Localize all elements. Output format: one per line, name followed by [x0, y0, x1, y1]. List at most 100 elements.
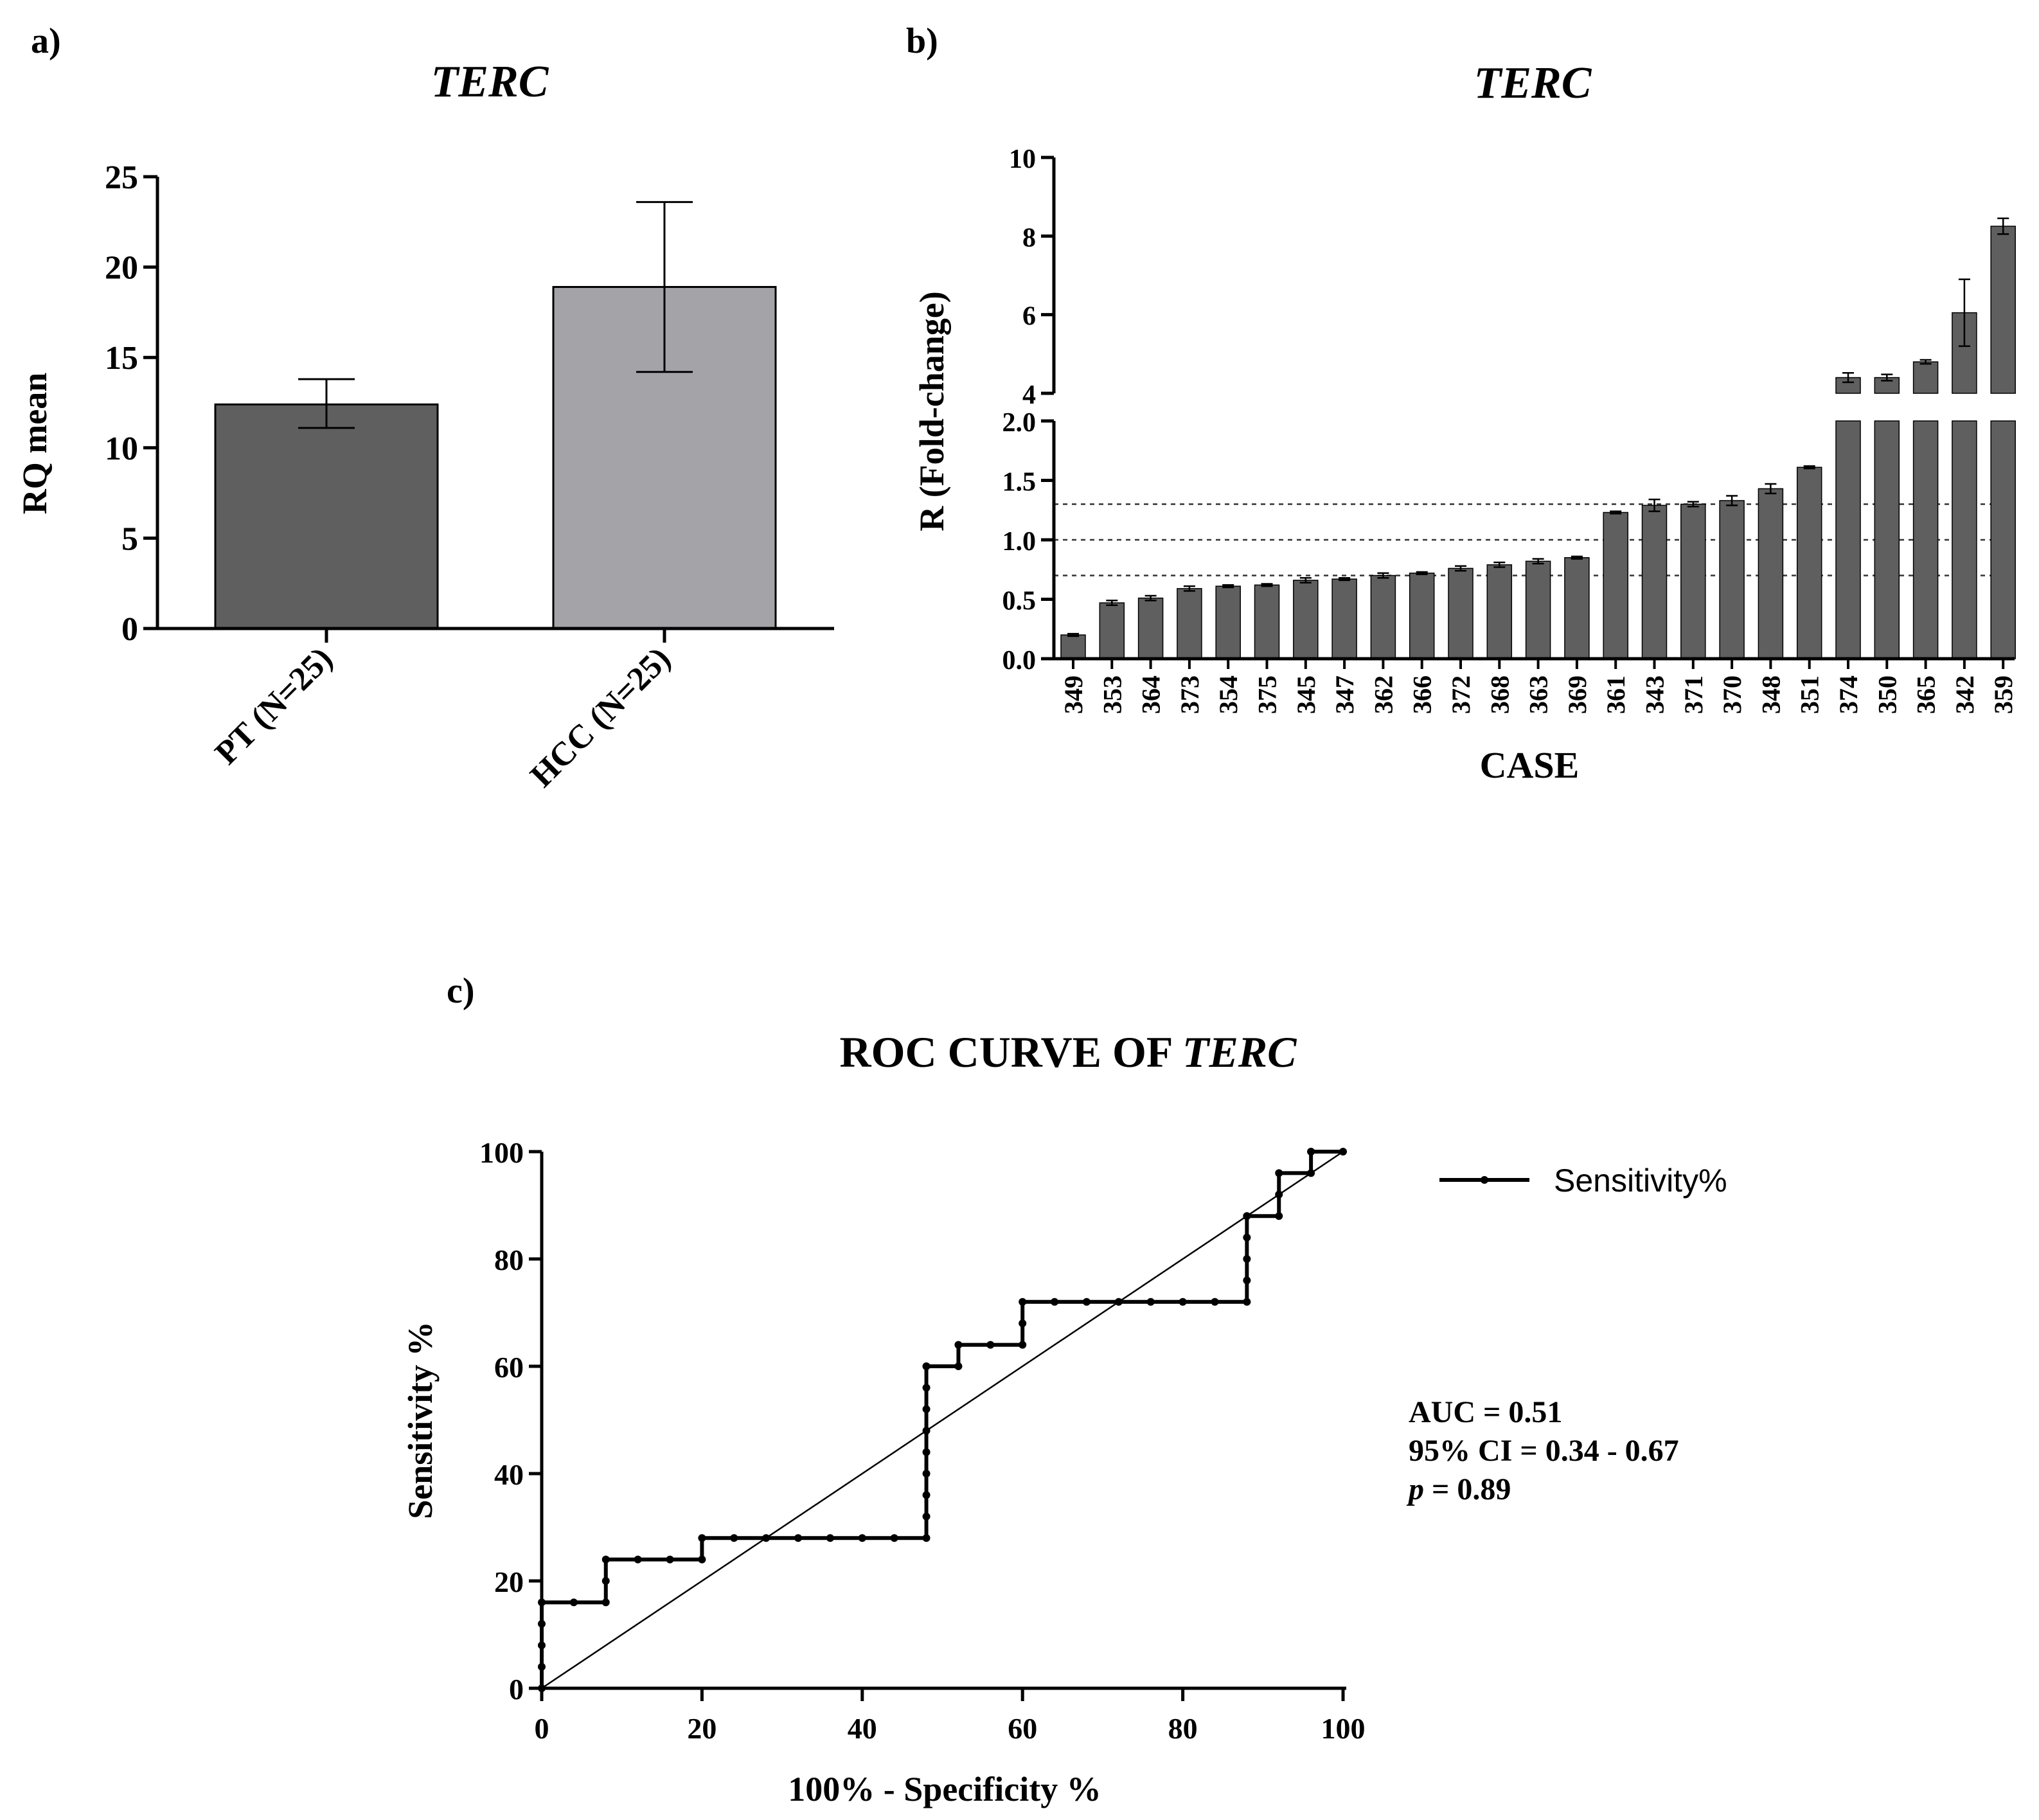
bar-lower-segment	[1952, 420, 1977, 659]
bar	[1564, 557, 1590, 659]
y-tick-label: 0	[121, 611, 138, 648]
x-tick-label: 369	[1563, 675, 1592, 714]
p-text: p = 0.89	[1406, 1472, 1511, 1506]
y-tick-label: 0.0	[1002, 646, 1037, 675]
panel-c-label: c)	[447, 971, 475, 1011]
x-tick-label: 20	[687, 1712, 717, 1745]
roc-point	[730, 1534, 738, 1542]
roc-point	[666, 1555, 674, 1564]
x-tick-label: 354	[1214, 675, 1243, 714]
roc-point	[698, 1534, 706, 1542]
panel-c-legend: Sensitivity%	[1439, 1163, 1727, 1199]
ci-text: 95% CI = 0.34 - 0.67	[1409, 1434, 1679, 1468]
roc-point	[1019, 1341, 1027, 1349]
roc-point	[922, 1491, 930, 1499]
x-tick-label: 60	[1008, 1712, 1037, 1745]
roc-point	[922, 1405, 930, 1413]
roc-point	[1307, 1148, 1315, 1155]
x-tick-label: 374	[1834, 675, 1863, 714]
roc-point	[858, 1534, 866, 1542]
legend-label: Sensitivity%	[1554, 1163, 1727, 1199]
bar	[1331, 578, 1357, 659]
legend-marker	[1481, 1176, 1488, 1184]
roc-point	[1211, 1298, 1219, 1306]
roc-point	[922, 1470, 930, 1477]
roc-point	[601, 1577, 610, 1585]
x-tick-label: 366	[1408, 675, 1437, 714]
bar	[1099, 602, 1125, 659]
bar	[1525, 560, 1551, 659]
x-tick-label: 345	[1292, 675, 1321, 714]
y-tick-label: 10	[1009, 145, 1036, 174]
bar	[1719, 500, 1745, 659]
y-tick-label: 0	[509, 1673, 524, 1706]
panel-b-label: b)	[906, 21, 938, 61]
roc-point	[890, 1534, 898, 1542]
panel-a: a) TERC RQ mean 0 5 10 15 20 25 PT (N=25) HCC …	[15, 21, 834, 794]
roc-point	[1307, 1169, 1315, 1177]
y-tick-label: 15	[105, 340, 138, 377]
panel-c-title: ROC CURVE OF TERC	[839, 1028, 1297, 1076]
roc-point	[922, 1512, 930, 1521]
x-tick-label: 373	[1175, 675, 1204, 714]
x-tick-label: 350	[1873, 675, 1901, 714]
roc-point	[601, 1555, 610, 1564]
roc-point	[569, 1598, 578, 1607]
panel-b-title: TERC	[1474, 58, 1592, 108]
y-tick-label: 1.5	[1002, 468, 1037, 497]
bar	[1370, 575, 1396, 659]
y-tick-label: 100	[479, 1136, 524, 1169]
y-tick-label: 6	[1022, 302, 1036, 332]
bar	[1060, 634, 1086, 659]
roc-point	[634, 1555, 642, 1564]
panel-b-x-labels: 349 353 364 373 354 375 345 347 362 366 372 368 363 3…	[1059, 659, 2018, 714]
panel-b: b) TERC R (Fold-change) 0.0 0.5 1.0 1.5 2.04…	[906, 21, 2018, 786]
x-tick-label: 0	[535, 1712, 549, 1745]
bar	[1486, 564, 1513, 659]
bar	[1409, 573, 1435, 659]
roc-point	[1146, 1298, 1155, 1306]
roc-point	[601, 1598, 610, 1607]
y-tick-label: 5	[121, 521, 138, 557]
panel-c-ylabel: Sensitivity %	[401, 1321, 440, 1519]
roc-point	[922, 1448, 930, 1456]
y-tick-label: 20	[105, 250, 138, 287]
roc-point	[1275, 1212, 1283, 1220]
roc-point	[1339, 1148, 1347, 1155]
bar	[1293, 580, 1319, 659]
y-tick-label: 1.0	[1002, 527, 1037, 557]
diagonal-line	[541, 1150, 1344, 1690]
y-tick-label: 60	[494, 1351, 524, 1384]
roc-point	[986, 1341, 995, 1349]
roc-point	[698, 1555, 706, 1564]
bar	[1603, 512, 1628, 659]
roc-point	[922, 1427, 930, 1435]
roc-point	[922, 1534, 930, 1542]
bar	[1641, 504, 1668, 659]
panel-c-stats: AUC = 0.51 95% CI = 0.34 - 0.67 p = 0.89	[1406, 1395, 1679, 1506]
auc-text: AUC = 0.51	[1409, 1395, 1562, 1429]
bar	[1254, 584, 1280, 659]
bar	[1796, 467, 1822, 659]
panel-a-title: TERC	[431, 57, 549, 107]
y-tick-label: 40	[494, 1458, 524, 1491]
bar-lower-segment	[1912, 420, 1939, 659]
roc-point	[1275, 1169, 1283, 1177]
roc-point	[1051, 1298, 1059, 1306]
roc-point	[1114, 1298, 1123, 1306]
roc-point	[954, 1362, 963, 1370]
roc-point	[1243, 1255, 1251, 1263]
x-tick-label: 370	[1718, 675, 1747, 714]
bar-upper-segment	[1912, 361, 1939, 394]
roc-point	[922, 1384, 930, 1392]
bar	[1215, 585, 1241, 659]
roc-point	[1243, 1298, 1251, 1306]
x-tick-label: 343	[1641, 675, 1669, 714]
panel-b-bars	[1060, 217, 2016, 659]
panel-a-y-ticks: 0 5 10 15 20 25	[105, 159, 157, 648]
panel-b-xlabel: CASE	[1480, 744, 1580, 786]
bar-pt	[214, 403, 439, 630]
panel-c-xlabel: 100% - Specificity %	[788, 1770, 1101, 1808]
roc-point	[1275, 1190, 1283, 1199]
